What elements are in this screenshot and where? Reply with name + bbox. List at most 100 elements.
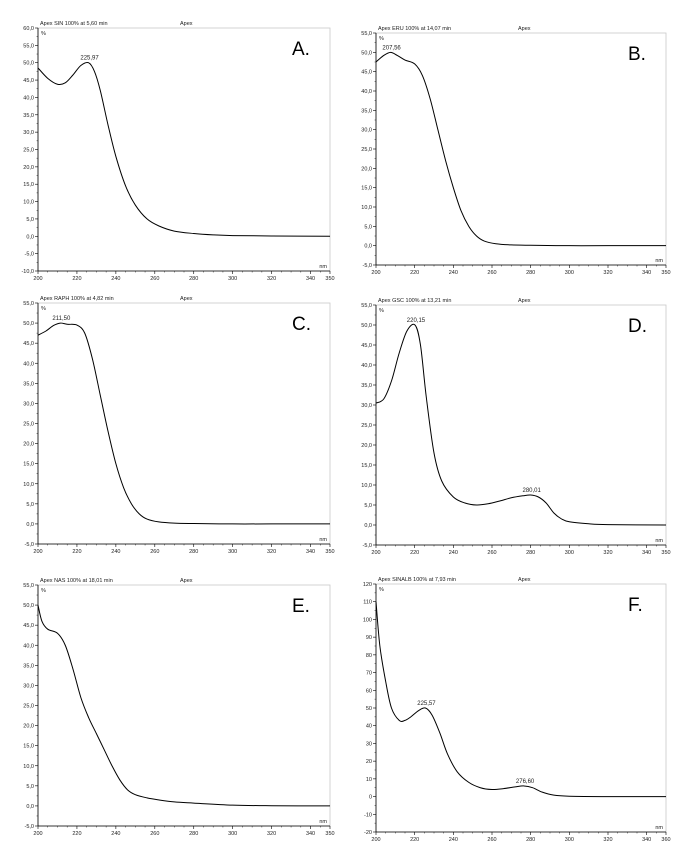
y-tick-label: 40,0: [361, 89, 372, 95]
x-tick-label: 280: [526, 270, 535, 276]
y-tick-label: 50: [366, 706, 372, 712]
y-tick-label: 20,0: [23, 165, 34, 171]
panel-header: Apex SINALB 100% at 7,93 min: [378, 577, 456, 583]
panel-header: Apex SIN 100% at 5,60 min: [40, 21, 108, 27]
peak-label: 207,56: [382, 45, 401, 51]
y-tick-label: 110: [363, 600, 372, 606]
panel-header-apex: Apex: [180, 296, 193, 302]
spectrum-panel-5: Apex NAS 100% at 18,01 min Apex% nm 55,0 50,…: [23, 578, 334, 837]
x-tick-label: 200: [371, 837, 380, 843]
x-tick-label: 240: [111, 831, 120, 837]
x-tick-label: 320: [267, 549, 276, 555]
x-tick-label: 320: [603, 270, 612, 276]
x-tick-label: 340: [642, 837, 651, 843]
y-tick-label: 5,0: [26, 502, 34, 508]
y-tick-label: 80: [366, 653, 372, 659]
panel-header-apex: Apex: [518, 26, 531, 32]
x-tick-label: 280: [526, 550, 535, 556]
y-tick-label: 60,0: [23, 26, 34, 32]
panel-header: Apex NAS 100% at 18,01 min: [40, 578, 113, 584]
panel-letter: B.: [628, 44, 646, 65]
y-tick-label: 40,0: [23, 643, 34, 649]
y-tick-label: 45,0: [361, 70, 372, 76]
y-tick-label: 30,0: [361, 403, 372, 409]
peak-label: 280,01: [523, 488, 542, 494]
y-tick-label: -5,0: [25, 824, 34, 830]
panel-header-apex: Apex: [518, 577, 531, 583]
x-tick-label: 280: [189, 276, 198, 282]
x-axis-label: nm: [655, 258, 663, 264]
y-tick-label: 0,0: [26, 234, 34, 240]
y-tick-label: 35,0: [23, 381, 34, 387]
y-tick-label: 120: [363, 582, 372, 588]
plot-frame: [375, 583, 667, 833]
x-axis-label: nm: [655, 825, 663, 831]
y-tick-label: 30,0: [23, 130, 34, 136]
x-axis-label: nm: [655, 538, 663, 544]
y-tick-label: 0,0: [364, 244, 372, 250]
y-axis-label: %: [379, 587, 384, 593]
plot-frame: [37, 302, 331, 545]
y-tick-label: 45,0: [23, 623, 34, 629]
x-tick-label: 350: [661, 270, 670, 276]
panel-letter: D.: [628, 316, 647, 337]
y-tick-label: 10,0: [361, 483, 372, 489]
x-tick-label: 200: [371, 550, 380, 556]
spectrum-line: [37, 322, 330, 525]
y-axis-label: %: [41, 31, 46, 37]
y-tick-label: 10,0: [23, 764, 34, 770]
y-tick-label: 20,0: [23, 442, 34, 448]
y-tick-label: 15,0: [23, 182, 34, 188]
panel-header-apex: Apex: [180, 578, 193, 584]
x-tick-label: 340: [306, 549, 315, 555]
y-tick-label: 5,0: [364, 224, 372, 230]
panel-header: Apex GSC 100% at 13,21 min: [378, 298, 451, 304]
x-tick-label: 200: [371, 270, 380, 276]
peak-label: 225,57: [417, 701, 436, 707]
x-tick-label: 340: [306, 276, 315, 282]
y-tick-label: 35,0: [23, 663, 34, 669]
y-tick-label: 25,0: [23, 422, 34, 428]
y-tick-label: 30,0: [361, 128, 372, 134]
y-tick-label: 45,0: [361, 343, 372, 349]
y-tick-label: -10: [364, 812, 372, 818]
y-axis-label: %: [379, 308, 384, 314]
x-tick-label: 320: [603, 550, 612, 556]
panel-letter: F.: [628, 595, 643, 616]
spectrum-panel-2: Apex ERU 100% at 14,07 min Apex% nm 55,0 50,…: [361, 26, 670, 276]
x-tick-label: 260: [487, 550, 496, 556]
x-tick-label: 220: [410, 270, 419, 276]
x-tick-label: 320: [267, 831, 276, 837]
panel-letter: A.: [292, 39, 310, 60]
spectrum-line: [37, 61, 331, 237]
panel-header: Apex ERU 100% at 14,07 min: [378, 26, 451, 32]
y-tick-label: 55,0: [23, 43, 34, 49]
x-tick-label: 350: [325, 276, 334, 282]
y-tick-label: 0: [369, 795, 372, 801]
panel-letter: E.: [292, 596, 310, 617]
y-tick-label: 40,0: [23, 95, 34, 101]
x-tick-label: 280: [189, 831, 198, 837]
x-axis-label: nm: [319, 537, 327, 543]
x-tick-label: 300: [228, 549, 237, 555]
y-tick-label: -5,0: [25, 252, 34, 258]
y-tick-label: 55,0: [23, 583, 34, 589]
y-tick-label: 25,0: [23, 704, 34, 710]
x-tick-label: 350: [325, 549, 334, 555]
y-tick-label: 15,0: [361, 463, 372, 469]
y-axis-label: %: [41, 306, 46, 312]
y-tick-label: 40,0: [361, 363, 372, 369]
x-tick-label: 240: [111, 549, 120, 555]
x-tick-label: 260: [150, 831, 159, 837]
y-tick-label: 20,0: [23, 724, 34, 730]
y-tick-label: 50,0: [23, 603, 34, 609]
y-tick-label: 5,0: [364, 503, 372, 509]
plot-frame: [37, 584, 331, 827]
y-axis-label: %: [379, 36, 384, 42]
y-tick-label: 0,0: [364, 523, 372, 529]
y-tick-label: 50,0: [361, 50, 372, 56]
y-tick-label: 50,0: [23, 321, 34, 327]
y-tick-label: 5,0: [26, 217, 34, 223]
spectrum-panel-3: Apex RAPH 100% at 4,82 min Apex% nm 55,0 50,…: [23, 296, 334, 555]
x-tick-label: 260: [487, 270, 496, 276]
